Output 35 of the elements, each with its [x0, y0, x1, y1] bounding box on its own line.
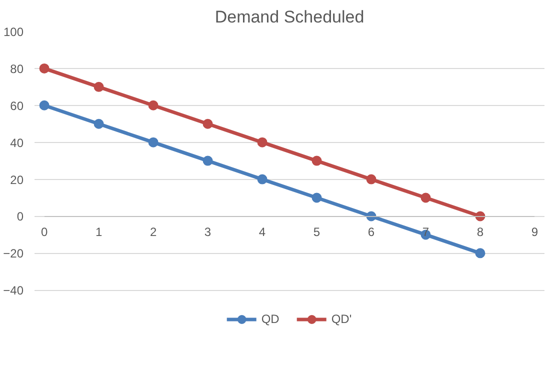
legend-label: QD: [261, 312, 280, 326]
point: [148, 137, 158, 148]
point: [148, 100, 158, 110]
point: [202, 156, 213, 166]
point: [420, 192, 431, 203]
y-tick-label: 60: [10, 98, 24, 113]
chart-title: Demand Scheduled: [214, 8, 364, 26]
legend-label: QD': [331, 312, 352, 326]
point: [257, 137, 268, 148]
x-tick-label: 2: [150, 225, 157, 240]
point: [94, 118, 104, 129]
x-tick-label: 8: [476, 225, 484, 240]
point: [475, 248, 486, 258]
x-tick-label: 5: [313, 225, 320, 240]
y-tick-label: −20: [3, 246, 24, 261]
y-tick-label: 40: [10, 136, 24, 150]
x-tick-label: 6: [368, 225, 375, 240]
x-tick-label: 1: [95, 225, 102, 240]
y-tick-label: 100: [3, 25, 24, 39]
x-tick-label: 0: [40, 225, 48, 240]
point: [94, 82, 104, 92]
x-tick-label: 4: [258, 225, 266, 240]
point: [312, 192, 322, 203]
y-tick-label: 80: [10, 62, 24, 76]
x-tick-label: 9: [531, 225, 538, 240]
point: [257, 174, 268, 184]
point: [202, 118, 213, 129]
point: [39, 63, 50, 74]
y-tick-label: 20: [10, 172, 24, 187]
y-tick-label: 0: [16, 210, 24, 224]
point: [312, 156, 322, 166]
y-tick-label: −40: [3, 284, 24, 298]
point: [366, 174, 376, 184]
x-tick-label: 3: [204, 225, 212, 240]
point: [39, 100, 50, 110]
